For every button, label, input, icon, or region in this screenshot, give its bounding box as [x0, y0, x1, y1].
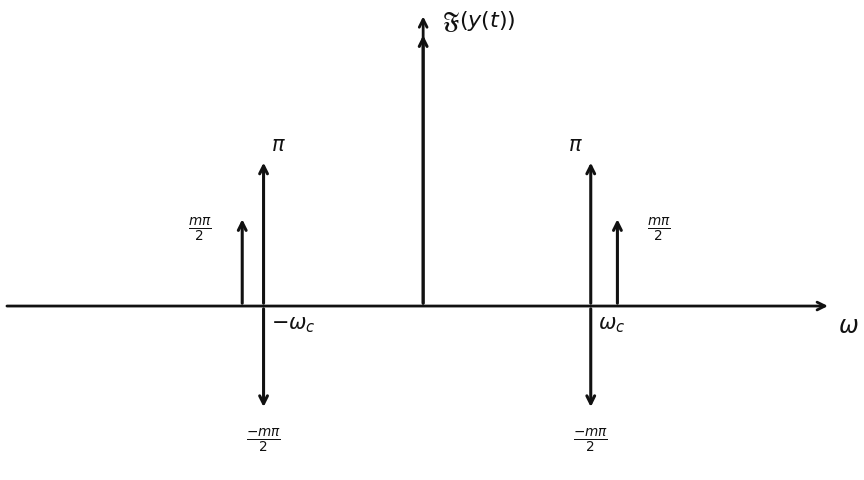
Text: $-\omega_c$: $-\omega_c$ [271, 315, 316, 335]
Text: $\frac{m\pi}{2}$: $\frac{m\pi}{2}$ [188, 216, 213, 244]
Text: $\mathfrak{F}(y(t))$: $\mathfrak{F}(y(t))$ [442, 9, 516, 34]
Text: $\frac{-m\pi}{2}$: $\frac{-m\pi}{2}$ [246, 427, 281, 455]
Text: $\frac{-m\pi}{2}$: $\frac{-m\pi}{2}$ [573, 427, 608, 455]
Text: $\frac{m\pi}{2}$: $\frac{m\pi}{2}$ [647, 216, 671, 244]
Text: $\pi$: $\pi$ [271, 136, 286, 155]
Text: $\omega_c$: $\omega_c$ [599, 315, 626, 335]
Text: $\pi$: $\pi$ [569, 136, 583, 155]
Text: $\omega$: $\omega$ [838, 315, 859, 338]
